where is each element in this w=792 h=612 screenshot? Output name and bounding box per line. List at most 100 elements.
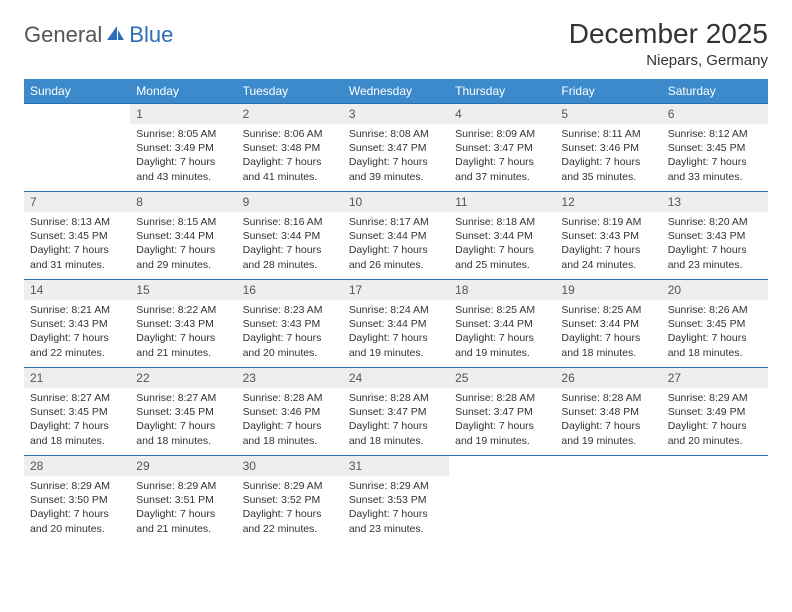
day-content: Sunrise: 8:28 AMSunset: 3:46 PMDaylight:…: [237, 388, 343, 452]
daylight-text: Daylight: 7 hours and 18 minutes.: [136, 419, 230, 447]
daylight-text: Daylight: 7 hours and 39 minutes.: [349, 155, 443, 183]
sunset-text: Sunset: 3:43 PM: [136, 317, 230, 331]
day-content: Sunrise: 8:29 AMSunset: 3:52 PMDaylight:…: [237, 476, 343, 540]
day-number: 29: [130, 456, 236, 476]
sunrise-text: Sunrise: 8:21 AM: [30, 303, 124, 317]
daylight-text: Daylight: 7 hours and 26 minutes.: [349, 243, 443, 271]
day-content: Sunrise: 8:19 AMSunset: 3:43 PMDaylight:…: [555, 212, 661, 276]
sunrise-text: Sunrise: 8:11 AM: [561, 127, 655, 141]
sunset-text: Sunset: 3:49 PM: [136, 141, 230, 155]
week-row: 7Sunrise: 8:13 AMSunset: 3:45 PMDaylight…: [24, 192, 768, 280]
sunset-text: Sunset: 3:45 PM: [136, 405, 230, 419]
day-cell: 26Sunrise: 8:28 AMSunset: 3:48 PMDayligh…: [555, 368, 661, 456]
week-row: 14Sunrise: 8:21 AMSunset: 3:43 PMDayligh…: [24, 280, 768, 368]
day-cell: [449, 456, 555, 544]
sunrise-text: Sunrise: 8:08 AM: [349, 127, 443, 141]
weekday-header: Friday: [555, 79, 661, 104]
day-number: 16: [237, 280, 343, 300]
sunset-text: Sunset: 3:43 PM: [561, 229, 655, 243]
daylight-text: Daylight: 7 hours and 20 minutes.: [668, 419, 762, 447]
day-content: Sunrise: 8:28 AMSunset: 3:48 PMDaylight:…: [555, 388, 661, 452]
brand-logo: General Blue: [24, 22, 173, 48]
day-number: 17: [343, 280, 449, 300]
weekday-header: Saturday: [662, 79, 768, 104]
daylight-text: Daylight: 7 hours and 37 minutes.: [455, 155, 549, 183]
day-cell: 14Sunrise: 8:21 AMSunset: 3:43 PMDayligh…: [24, 280, 130, 368]
sunrise-text: Sunrise: 8:05 AM: [136, 127, 230, 141]
day-number: 23: [237, 368, 343, 388]
day-cell: 7Sunrise: 8:13 AMSunset: 3:45 PMDaylight…: [24, 192, 130, 280]
sunrise-text: Sunrise: 8:28 AM: [455, 391, 549, 405]
day-content: Sunrise: 8:25 AMSunset: 3:44 PMDaylight:…: [449, 300, 555, 364]
sunrise-text: Sunrise: 8:25 AM: [561, 303, 655, 317]
day-cell: 12Sunrise: 8:19 AMSunset: 3:43 PMDayligh…: [555, 192, 661, 280]
day-cell: 2Sunrise: 8:06 AMSunset: 3:48 PMDaylight…: [237, 104, 343, 192]
sunrise-text: Sunrise: 8:12 AM: [668, 127, 762, 141]
day-number: 26: [555, 368, 661, 388]
sunrise-text: Sunrise: 8:16 AM: [243, 215, 337, 229]
week-row: 28Sunrise: 8:29 AMSunset: 3:50 PMDayligh…: [24, 456, 768, 544]
sunrise-text: Sunrise: 8:20 AM: [668, 215, 762, 229]
day-cell: 3Sunrise: 8:08 AMSunset: 3:47 PMDaylight…: [343, 104, 449, 192]
sunset-text: Sunset: 3:49 PM: [668, 405, 762, 419]
day-number: 1: [130, 104, 236, 124]
daylight-text: Daylight: 7 hours and 20 minutes.: [243, 331, 337, 359]
daylight-text: Daylight: 7 hours and 18 minutes.: [30, 419, 124, 447]
sunrise-text: Sunrise: 8:22 AM: [136, 303, 230, 317]
day-content: Sunrise: 8:16 AMSunset: 3:44 PMDaylight:…: [237, 212, 343, 276]
daylight-text: Daylight: 7 hours and 22 minutes.: [30, 331, 124, 359]
sunset-text: Sunset: 3:43 PM: [243, 317, 337, 331]
day-number: 31: [343, 456, 449, 476]
daylight-text: Daylight: 7 hours and 19 minutes.: [349, 331, 443, 359]
sunrise-text: Sunrise: 8:06 AM: [243, 127, 337, 141]
day-cell: 1 Sunrise: 8:05 AMSunset: 3:49 PMDaylight…: [130, 104, 236, 192]
weekday-header-row: Sunday Monday Tuesday Wednesday Thursday…: [24, 79, 768, 104]
day-number: 25: [449, 368, 555, 388]
day-content: Sunrise: 8:29 AMSunset: 3:49 PMDaylight:…: [662, 388, 768, 452]
sail-icon: [105, 24, 125, 47]
day-content: Sunrise: 8:24 AMSunset: 3:44 PMDaylight:…: [343, 300, 449, 364]
day-number: 3: [343, 104, 449, 124]
day-number: 14: [24, 280, 130, 300]
day-content: Sunrise: 8:27 AMSunset: 3:45 PMDaylight:…: [24, 388, 130, 452]
day-cell: 19Sunrise: 8:25 AMSunset: 3:44 PMDayligh…: [555, 280, 661, 368]
daylight-text: Daylight: 7 hours and 33 minutes.: [668, 155, 762, 183]
title-block: December 2025 Niepars, Germany: [569, 18, 768, 69]
sunset-text: Sunset: 3:44 PM: [561, 317, 655, 331]
day-content: Sunrise: 8:13 AMSunset: 3:45 PMDaylight:…: [24, 212, 130, 276]
day-number: 7: [24, 192, 130, 212]
sunrise-text: Sunrise: 8:13 AM: [30, 215, 124, 229]
weekday-header: Thursday: [449, 79, 555, 104]
day-cell: 5Sunrise: 8:11 AMSunset: 3:46 PMDaylight…: [555, 104, 661, 192]
day-cell: 28Sunrise: 8:29 AMSunset: 3:50 PMDayligh…: [24, 456, 130, 544]
sunset-text: Sunset: 3:47 PM: [455, 405, 549, 419]
day-cell: 10Sunrise: 8:17 AMSunset: 3:44 PMDayligh…: [343, 192, 449, 280]
day-content: Sunrise: 8:28 AMSunset: 3:47 PMDaylight:…: [449, 388, 555, 452]
sunrise-text: Sunrise: 8:17 AM: [349, 215, 443, 229]
weekday-header: Tuesday: [237, 79, 343, 104]
day-content: Sunrise: 8:11 AMSunset: 3:46 PMDaylight:…: [555, 124, 661, 188]
sunset-text: Sunset: 3:44 PM: [455, 317, 549, 331]
daylight-text: Daylight: 7 hours and 43 minutes.: [136, 155, 230, 183]
daylight-text: Daylight: 7 hours and 19 minutes.: [561, 419, 655, 447]
daylight-text: Daylight: 7 hours and 28 minutes.: [243, 243, 337, 271]
sunrise-text: Sunrise: 8:09 AM: [455, 127, 549, 141]
sunset-text: Sunset: 3:53 PM: [349, 493, 443, 507]
day-cell: [555, 456, 661, 544]
sunrise-text: Sunrise: 8:19 AM: [561, 215, 655, 229]
sunrise-text: Sunrise: 8:28 AM: [243, 391, 337, 405]
day-cell: 22Sunrise: 8:27 AMSunset: 3:45 PMDayligh…: [130, 368, 236, 456]
day-number: 30: [237, 456, 343, 476]
day-cell: 23Sunrise: 8:28 AMSunset: 3:46 PMDayligh…: [237, 368, 343, 456]
day-content: Sunrise: 8:06 AMSunset: 3:48 PMDaylight:…: [237, 124, 343, 188]
day-content: Sunrise: 8:09 AMSunset: 3:47 PMDaylight:…: [449, 124, 555, 188]
day-content: Sunrise: 8:21 AMSunset: 3:43 PMDaylight:…: [24, 300, 130, 364]
daylight-text: Daylight: 7 hours and 22 minutes.: [243, 507, 337, 535]
day-cell: 11Sunrise: 8:18 AMSunset: 3:44 PMDayligh…: [449, 192, 555, 280]
week-row: 1Sunrise: 8:05 AMSunset: 3:49 PMDaylight…: [24, 104, 768, 192]
day-cell: [24, 104, 130, 192]
sunrise-text: Sunrise: 8:27 AM: [30, 391, 124, 405]
sunset-text: Sunset: 3:44 PM: [136, 229, 230, 243]
day-number: 10: [343, 192, 449, 212]
sunset-text: Sunset: 3:47 PM: [349, 405, 443, 419]
